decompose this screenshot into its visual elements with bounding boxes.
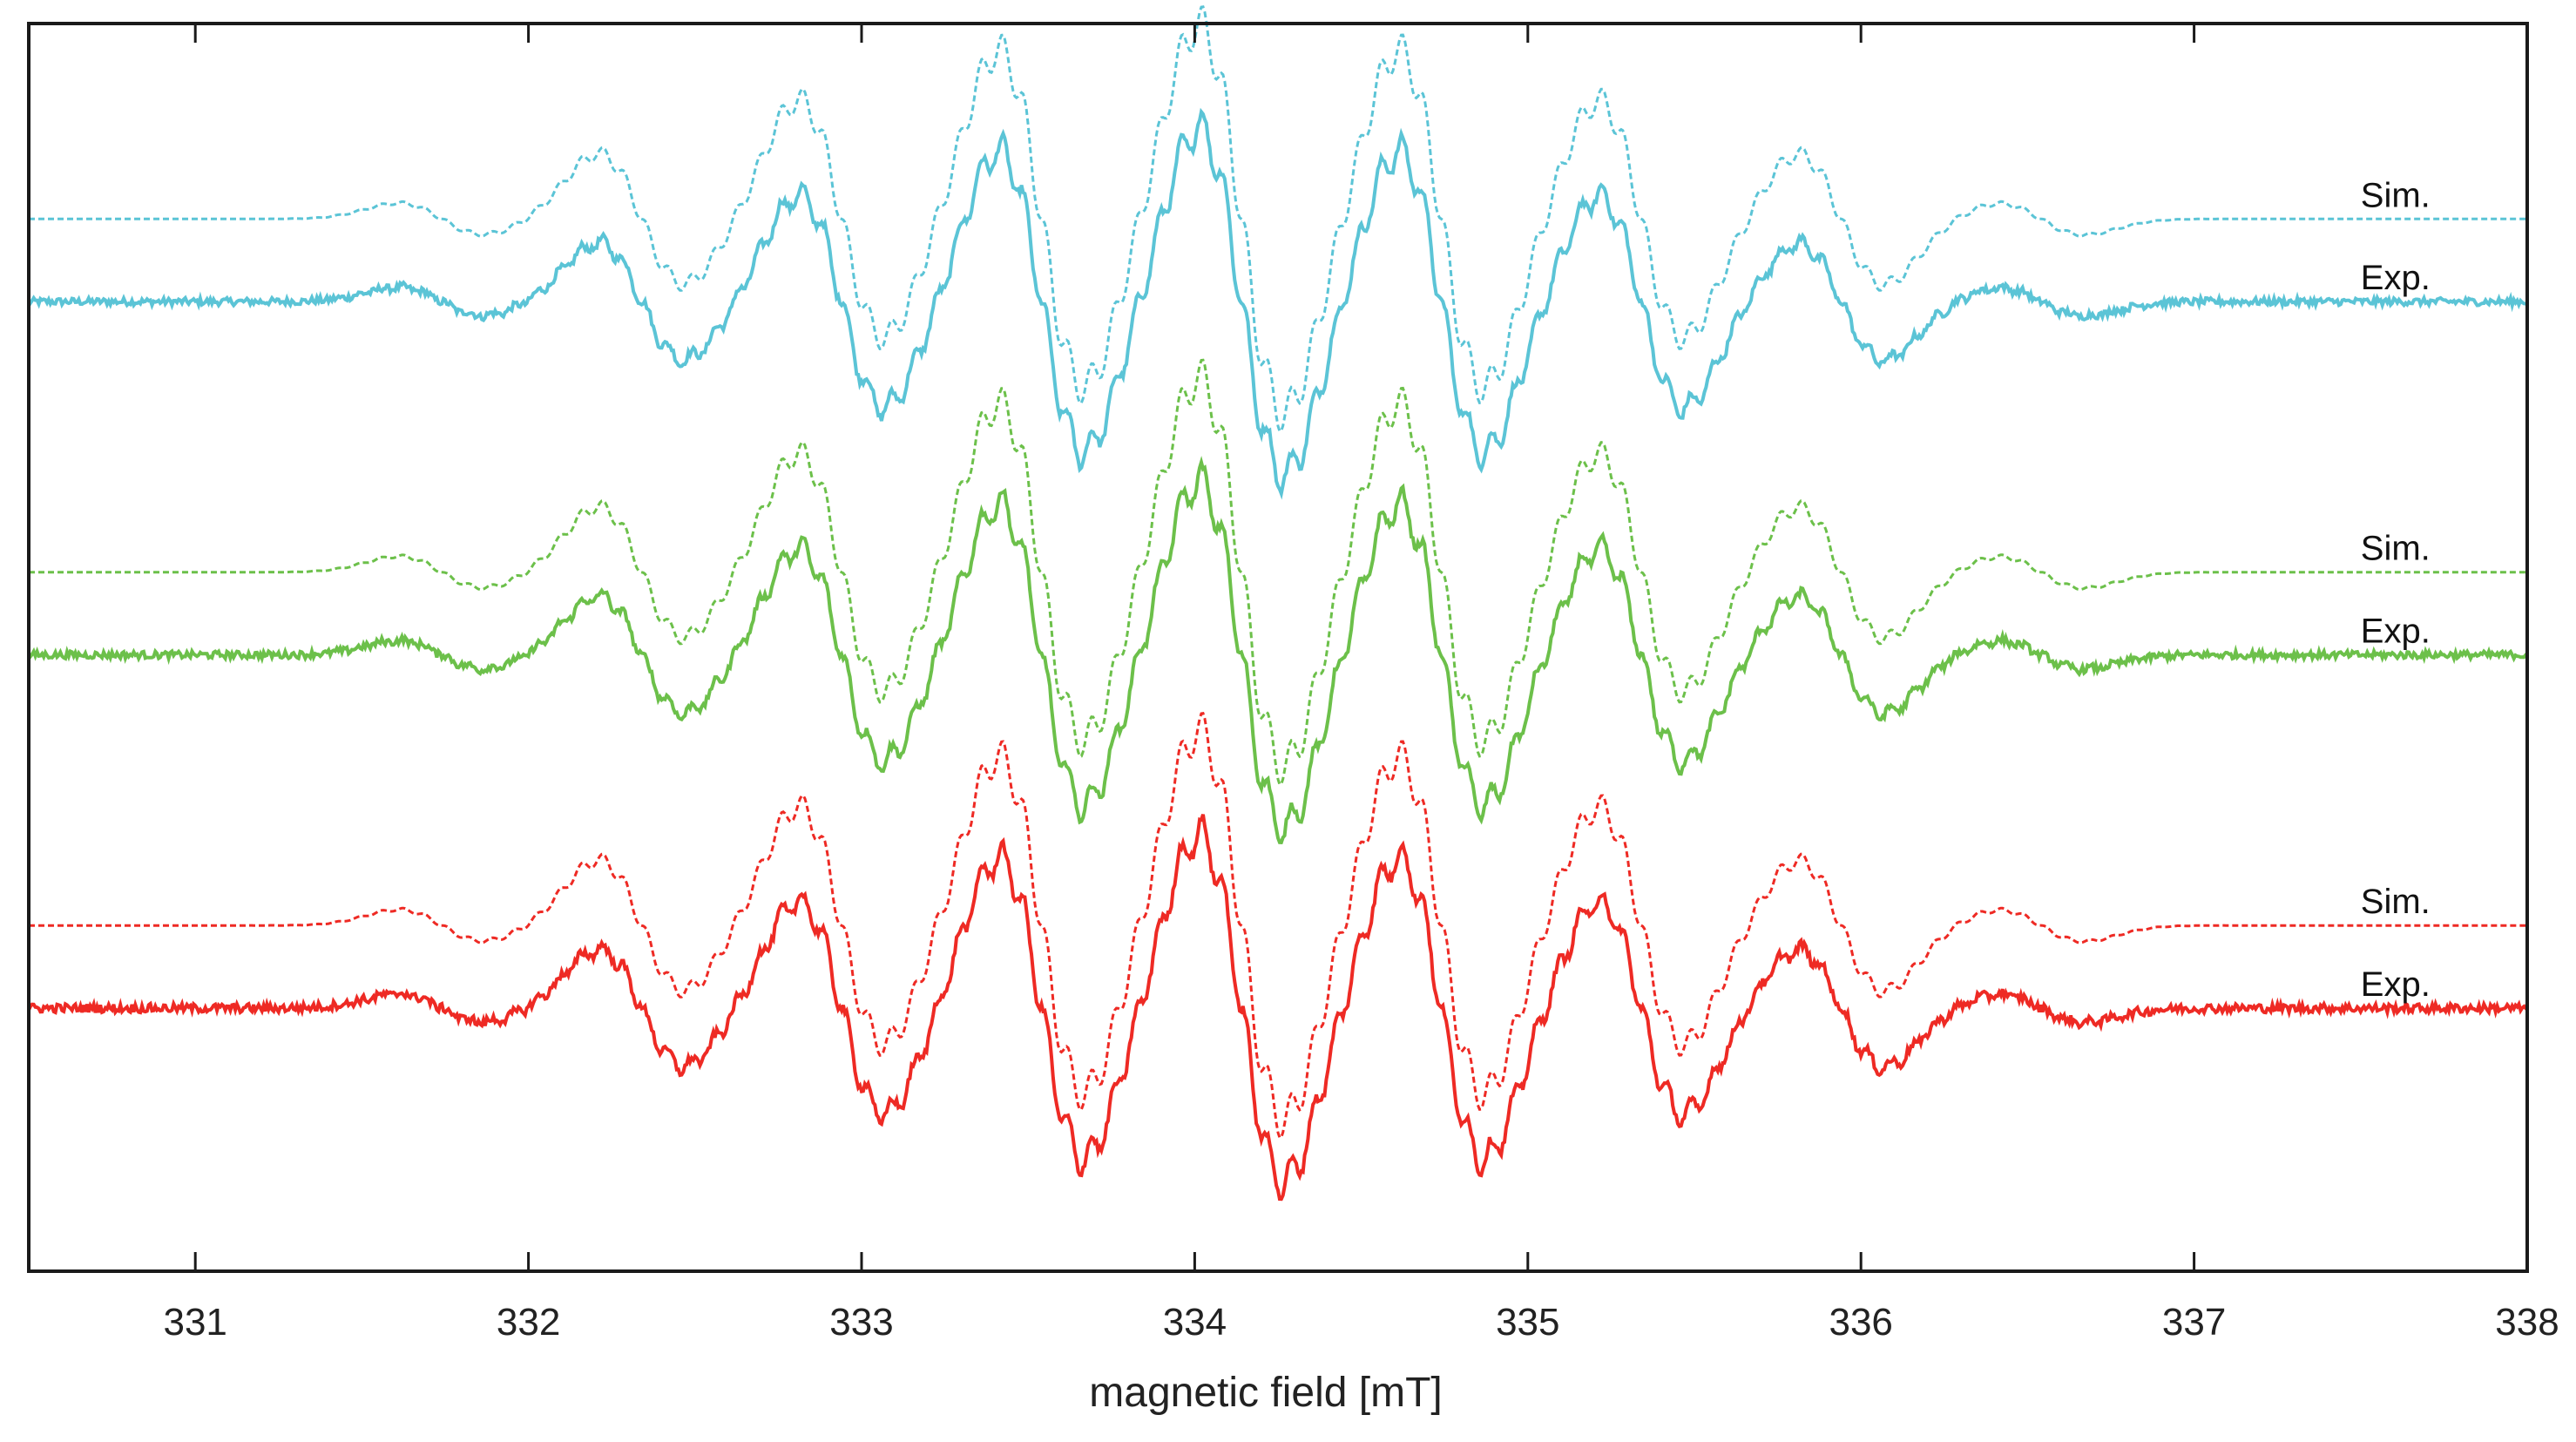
x-tick-label: 337: [2162, 1301, 2226, 1344]
x-tick-label: 338: [2495, 1301, 2559, 1344]
cyan-sim--label: Sim.: [2361, 176, 2431, 214]
cyan-exp--label: Exp.: [2361, 259, 2431, 297]
green-sim--line: [29, 358, 2527, 786]
cyan-sim--line: [29, 5, 2527, 433]
green-sim--label: Sim.: [2361, 530, 2431, 568]
x-axis-ticks: 331 332 333 334 335 336 337 338: [163, 24, 2559, 1344]
cyan-exp--line: [27, 107, 2528, 500]
series-label-layer: Sim. Exp. Sim. Exp. Sim. Exp.: [2361, 176, 2431, 1004]
red-sim--line: [29, 712, 2527, 1140]
green-exp--line: [27, 456, 2529, 844]
green-exp--label: Exp.: [2361, 613, 2431, 651]
x-axis-title: magnetic field [mT]: [1089, 1370, 1442, 1416]
red-sim--label: Sim.: [2361, 883, 2431, 921]
plot-frame: [27, 22, 2529, 1273]
x-tick-label: 336: [1829, 1301, 1892, 1344]
x-tick-label: 335: [1496, 1301, 1559, 1344]
series-layer: [27, 5, 2529, 1202]
x-tick-label: 332: [497, 1301, 560, 1344]
red-exp--label: Exp.: [2361, 965, 2431, 1004]
x-tick-label: 333: [829, 1301, 893, 1344]
x-tick-label: 331: [163, 1301, 226, 1344]
x-tick-label: 334: [1163, 1301, 1227, 1344]
red-exp--line: [27, 814, 2529, 1202]
